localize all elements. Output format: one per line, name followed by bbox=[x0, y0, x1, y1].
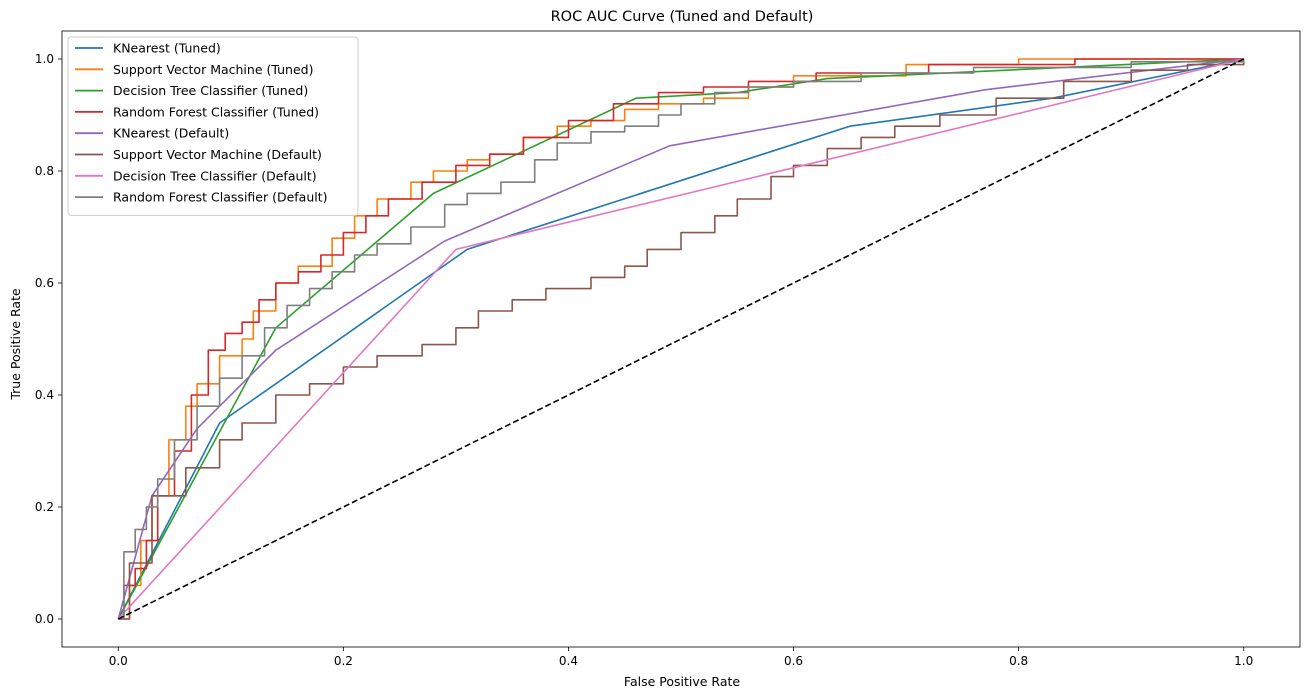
axis-ticks: 0.0 0.2 0.4 0.6 0.8 1.0 0.0 0.2 0.4 0.6 0.8 1.0 bbox=[35, 52, 1253, 668]
x-tick-label: 0.0 bbox=[109, 654, 128, 668]
x-tick-label: 0.2 bbox=[334, 654, 353, 668]
plot-frame bbox=[61, 30, 1301, 648]
legend-label-random-forest-classifier-tuned: Random Forest Classifier (Tuned) bbox=[113, 104, 319, 119]
y-axis-label: True Positive Rate bbox=[8, 288, 23, 401]
y-tick-label: 1.0 bbox=[35, 52, 54, 66]
series-line-decision-tree-classifier-default bbox=[117, 58, 1244, 620]
y-tick-label: 0.0 bbox=[35, 612, 54, 626]
plot-area bbox=[117, 58, 1245, 620]
legend-label-knearest-default: KNearest (Default) bbox=[113, 126, 229, 141]
legend-label-decision-tree-classifier-tuned: Decision Tree Classifier (Tuned) bbox=[113, 83, 308, 98]
legend: KNearest (Tuned) Support Vector Machine (… bbox=[67, 36, 359, 216]
legend-label-decision-tree-classifier-default: Decision Tree Classifier (Default) bbox=[113, 168, 317, 183]
legend-label-knearest-tuned: KNearest (Tuned) bbox=[113, 41, 221, 56]
y-tick-label: 0.2 bbox=[35, 500, 54, 514]
x-axis-label: False Positive Rate bbox=[624, 674, 740, 689]
chance-reference-line bbox=[117, 58, 1245, 620]
series-line-knearest-default bbox=[117, 58, 1244, 620]
x-tick-label: 0.4 bbox=[559, 654, 578, 668]
y-tick-label: 0.4 bbox=[35, 388, 54, 402]
y-tick-label: 0.6 bbox=[35, 276, 54, 290]
x-tick-label: 1.0 bbox=[1234, 654, 1253, 668]
legend-label-support-vector-machine-tuned: Support Vector Machine (Tuned) bbox=[113, 62, 313, 77]
legend-box bbox=[67, 36, 359, 216]
legend-label-support-vector-machine-default: Support Vector Machine (Default) bbox=[113, 147, 322, 162]
series-line-support-vector-machine-default bbox=[118, 59, 1245, 620]
x-tick-label: 0.6 bbox=[784, 654, 803, 668]
y-tick-label: 0.8 bbox=[35, 164, 54, 178]
chart-title: ROC AUC Curve (Tuned and Default) bbox=[551, 9, 814, 25]
x-tick-label: 0.8 bbox=[1009, 654, 1028, 668]
series-line-random-forest-classifier-default bbox=[118, 59, 1245, 620]
legend-label-random-forest-classifier-default: Random Forest Classifier (Default) bbox=[113, 190, 328, 205]
